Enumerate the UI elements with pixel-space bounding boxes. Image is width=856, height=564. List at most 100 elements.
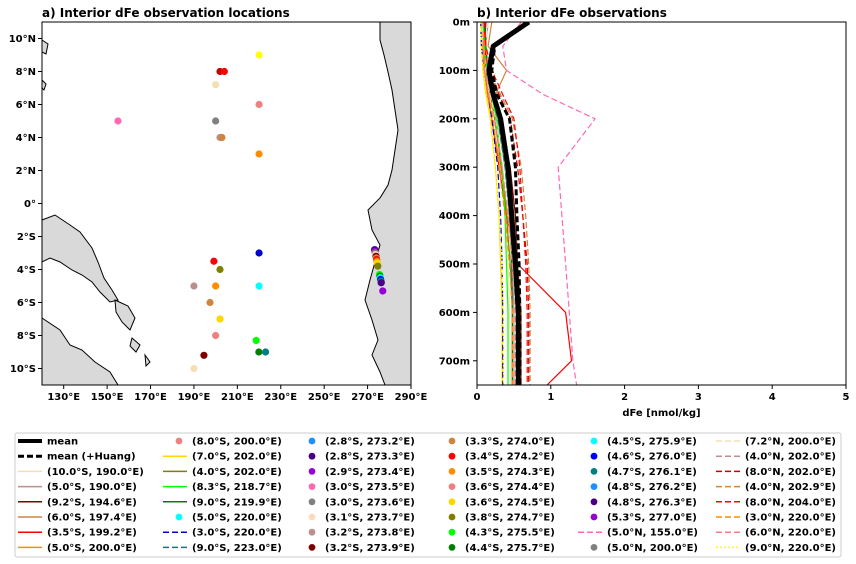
legend-item: (4.7°S, 276.1°E) bbox=[590, 467, 697, 478]
profile-y-tick-label: 0m bbox=[453, 18, 470, 29]
legend-item: (10.0°S, 190.0°E) bbox=[18, 467, 144, 478]
map-y-tick-label: 4°S bbox=[17, 265, 36, 276]
profile-x-tick-label: 3 bbox=[695, 392, 702, 403]
legend-marker bbox=[590, 513, 598, 521]
legend-label: (8.0°N, 202.0°E) bbox=[745, 467, 836, 478]
profile-series bbox=[502, 22, 596, 385]
map-point bbox=[220, 67, 228, 76]
legend-marker bbox=[308, 498, 316, 506]
legend-label: (3.5°S, 199.2°E) bbox=[47, 528, 137, 539]
legend-box bbox=[14, 432, 842, 558]
profile-frame bbox=[476, 21, 847, 386]
legend-item: (9.0°S, 223.0°E) bbox=[163, 543, 282, 554]
profile-series bbox=[482, 22, 515, 385]
legend-item: (4.5°S, 275.9°E) bbox=[590, 437, 697, 448]
profile-series bbox=[482, 22, 573, 385]
legend-label: (4.8°S, 276.2°E) bbox=[607, 482, 697, 493]
legend-item: (2.8°S, 273.2°E) bbox=[308, 437, 415, 448]
legend-item: (9.2°S, 194.6°E) bbox=[18, 497, 137, 508]
legend-marker bbox=[308, 528, 316, 536]
map-x-tick-label: 270°E bbox=[351, 392, 384, 403]
legend-item: (3.2°S, 273.8°E) bbox=[308, 528, 415, 539]
map-point bbox=[252, 336, 260, 345]
map-y-tick-label: 2°N bbox=[16, 166, 36, 177]
legend-label: (3.8°S, 274.7°E) bbox=[465, 513, 555, 524]
land-south-america bbox=[364, 21, 412, 386]
map-x-tick-label: 250°E bbox=[308, 392, 341, 403]
map-point bbox=[200, 351, 208, 359]
legend-label: (7.0°S, 202.0°E) bbox=[192, 452, 282, 463]
legend-marker bbox=[448, 468, 456, 475]
map-y-tick-label: 6°S bbox=[17, 298, 36, 309]
legend-marker bbox=[448, 483, 456, 490]
legend-item: (5.0°N, 155.0°E) bbox=[578, 528, 698, 539]
land-masses bbox=[41, 21, 412, 386]
legend-label: (8.0°N, 204.0°E) bbox=[745, 497, 836, 508]
legend-label: (3.6°S, 274.5°E) bbox=[465, 497, 555, 508]
map-y-tick-label: 10°N bbox=[9, 34, 36, 45]
legend-label: (3.0°N, 220.0°E) bbox=[745, 513, 836, 524]
map-point bbox=[374, 262, 382, 270]
legend-marker bbox=[308, 544, 316, 551]
legend-marker bbox=[448, 437, 456, 445]
profile-x-tick-label: 2 bbox=[621, 392, 628, 403]
map-y-tick-label: 10°S bbox=[10, 364, 36, 375]
profile-x-tick-label: 4 bbox=[769, 392, 776, 403]
map-panel: a) Interior dFe observation locations 130… bbox=[9, 6, 428, 403]
legend-marker bbox=[308, 437, 316, 445]
map-point bbox=[212, 81, 220, 89]
land-north-islands bbox=[41, 39, 49, 91]
map-point bbox=[190, 364, 198, 373]
profile-y-tick-label: 500m bbox=[439, 260, 470, 271]
legend-item: (4.3°S, 275.5°E) bbox=[448, 528, 555, 539]
profile-y-tick-label: 100m bbox=[439, 66, 470, 77]
legend-label: (3.0°S, 220.0°E) bbox=[192, 528, 282, 539]
legend-label: (3.0°S, 273.5°E) bbox=[325, 482, 415, 493]
legend-label: (4.6°S, 276.0°E) bbox=[607, 452, 697, 463]
map-y-tick-label: 8°N bbox=[16, 67, 36, 78]
legend-marker bbox=[448, 452, 456, 460]
legend-item: (5.0°S, 190.0°E) bbox=[18, 482, 137, 493]
legend-item: (5.0°N, 200.0°E) bbox=[590, 543, 698, 554]
legend-item: (5.0°S, 220.0°E) bbox=[175, 513, 282, 524]
legend-label: (8.0°S, 200.0°E) bbox=[192, 437, 282, 448]
map-x-tick-label: 130°E bbox=[47, 392, 80, 403]
legend-label: (2.8°S, 273.3°E) bbox=[325, 452, 415, 463]
land-new-guinea bbox=[41, 214, 119, 303]
legend: mean mean (+Huang) (10.0°S, 190.0°E) (5.0°S… bbox=[14, 432, 842, 558]
profile-y-tick-label: 300m bbox=[439, 163, 470, 174]
legend-item: (3.5°S, 199.2°E) bbox=[18, 528, 137, 539]
legend-item: (4.6°S, 276.0°E) bbox=[590, 452, 697, 463]
legend-marker bbox=[308, 483, 316, 490]
land-islands bbox=[114, 299, 151, 368]
map-y-tick-label: 0° bbox=[24, 199, 36, 210]
legend-label: (4.8°S, 276.3°E) bbox=[607, 497, 697, 508]
legend-item: (9.0°N, 220.0°E) bbox=[716, 543, 836, 554]
map-point bbox=[255, 249, 263, 257]
legend-label: (3.4°S, 274.2°E) bbox=[465, 452, 555, 463]
profile-series bbox=[490, 22, 530, 385]
profile-y-tick-label: 700m bbox=[439, 356, 470, 367]
map-point bbox=[255, 348, 263, 356]
legend-item: (3.5°S, 274.3°E) bbox=[448, 467, 555, 478]
legend-label: (4.5°S, 275.9°E) bbox=[607, 437, 697, 448]
legend-label: mean (+Huang) bbox=[47, 452, 136, 463]
legend-label: (7.2°N, 200.0°E) bbox=[745, 437, 836, 448]
legend-label: (5.0°N, 155.0°E) bbox=[607, 528, 698, 539]
legend-item: mean (+Huang) bbox=[18, 452, 136, 463]
legend-item: (4.8°S, 276.3°E) bbox=[590, 497, 697, 508]
legend-marker bbox=[590, 452, 598, 460]
map-y-tick-label: 8°S bbox=[17, 331, 36, 342]
legend-label: (5.3°S, 277.0°E) bbox=[607, 513, 697, 524]
legend-item: (4.8°S, 276.2°E) bbox=[590, 482, 697, 493]
map-point bbox=[212, 282, 220, 290]
map-point bbox=[216, 315, 224, 323]
legend-item: (3.0°N, 220.0°E) bbox=[716, 513, 836, 524]
profile-y-tick-label: 200m bbox=[439, 114, 470, 125]
profile-x-tick-label: 1 bbox=[547, 392, 554, 403]
legend-item: (8.0°N, 204.0°E) bbox=[716, 497, 836, 508]
map-x-tick-label: 210°E bbox=[221, 392, 254, 403]
map-x-tick-label: 190°E bbox=[178, 392, 211, 403]
legend-label: (3.1°S, 273.7°E) bbox=[325, 513, 415, 524]
